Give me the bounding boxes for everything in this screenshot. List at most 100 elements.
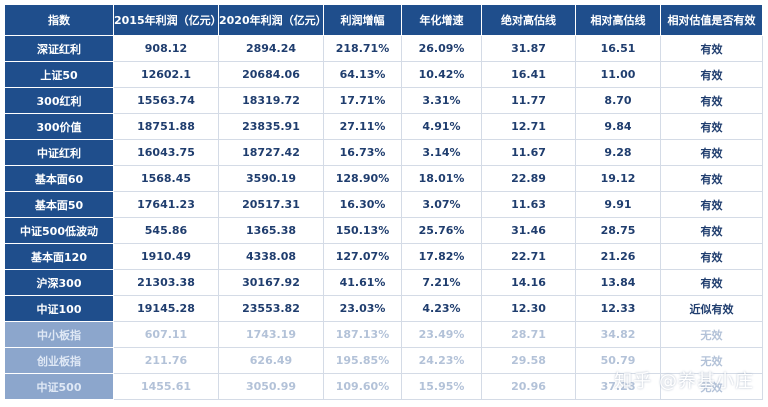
profit-2020-cell: 1743.19 — [218, 321, 324, 348]
header-relative-high-line: 相对高估线 — [575, 4, 661, 36]
profit-growth-cell: 41.61% — [323, 269, 402, 296]
relative-high-line-cell: 34.82 — [575, 321, 661, 348]
table-row: 300红利 15563.74 18319.72 17.71% 3.31% 11.77 8.7… — [4, 87, 763, 114]
table-row: 中证100 19145.28 23553.82 23.03% 4.23% 12.30 12.… — [4, 295, 763, 322]
relative-high-line-cell: 16.51 — [575, 35, 661, 62]
header-absolute-high-line: 绝对高估线 — [481, 4, 576, 36]
index-name-cell: 创业板指 — [4, 347, 114, 374]
profit-growth-cell: 27.11% — [323, 113, 402, 140]
profit-growth-cell: 150.13% — [323, 217, 402, 244]
profit-2020-cell: 23835.91 — [218, 113, 324, 140]
table-row: 基本面60 1568.45 3590.19 128.90% 18.01% 22.89 19.… — [4, 165, 763, 192]
absolute-high-line-cell: 20.96 — [481, 373, 576, 400]
table-row: 基本面120 1910.49 4338.08 127.07% 17.82% 22.71 21… — [4, 243, 763, 270]
index-name-cell: 中小板指 — [4, 321, 114, 348]
table-row: 沪深300 21303.38 30167.92 41.61% 7.21% 14.16 13.… — [4, 269, 763, 296]
index-name-cell: 基本面50 — [4, 191, 114, 218]
profit-growth-cell: 195.85% — [323, 347, 402, 374]
index-name-cell: 中证500低波动 — [4, 217, 114, 244]
profit-growth-cell: 64.13% — [323, 61, 402, 88]
relative-high-line-cell: 13.84 — [575, 269, 661, 296]
table-row: 上证50 12602.1 20684.06 64.13% 10.42% 16.41 11.0… — [4, 61, 763, 88]
profit-growth-cell: 128.90% — [323, 165, 402, 192]
annualized-growth-cell: 17.82% — [401, 243, 482, 270]
annualized-growth-cell: 10.42% — [401, 61, 482, 88]
profit-2015-cell: 17641.23 — [113, 191, 219, 218]
index-name-cell: 基本面60 — [4, 165, 114, 192]
table-row: 中证红利 16043.75 18727.42 16.73% 3.14% 11.67 9.28… — [4, 139, 763, 166]
header-index: 指数 — [4, 4, 114, 36]
relative-high-line-cell: 21.26 — [575, 243, 661, 270]
annualized-growth-cell: 3.14% — [401, 139, 482, 166]
header-profit-growth: 利润增幅 — [323, 4, 402, 36]
profit-2020-cell: 3050.99 — [218, 373, 324, 400]
header-annualized-growth: 年化增速 — [401, 4, 482, 36]
profit-growth-cell: 16.73% — [323, 139, 402, 166]
annualized-growth-cell: 3.07% — [401, 191, 482, 218]
index-name-cell: 中证500 — [4, 373, 114, 400]
profit-2015-cell: 15563.74 — [113, 87, 219, 114]
relative-valid-cell: 有效 — [660, 113, 763, 140]
absolute-high-line-cell: 12.71 — [481, 113, 576, 140]
relative-high-line-cell: 9.91 — [575, 191, 661, 218]
profit-2020-cell: 20684.06 — [218, 61, 324, 88]
table-row: 中证500 1455.61 3050.99 109.60% 15.95% 20.96 37.… — [4, 373, 763, 400]
relative-valid-cell: 有效 — [660, 269, 763, 296]
absolute-high-line-cell: 14.16 — [481, 269, 576, 296]
absolute-high-line-cell: 11.67 — [481, 139, 576, 166]
relative-valid-cell: 有效 — [660, 165, 763, 192]
header-profit-2020: 2020年利润（亿元） — [218, 4, 327, 36]
relative-high-line-cell: 50.79 — [575, 347, 661, 374]
absolute-high-line-cell: 31.46 — [481, 217, 576, 244]
profit-2020-cell: 18319.72 — [218, 87, 324, 114]
profit-2020-cell: 23553.82 — [218, 295, 324, 322]
relative-valid-cell: 无效 — [660, 321, 763, 348]
annualized-growth-cell: 18.01% — [401, 165, 482, 192]
table-body: 深证红利 908.12 2894.24 218.71% 26.09% 31.87 16.51… — [4, 35, 763, 400]
profit-2015-cell: 545.86 — [113, 217, 219, 244]
relative-valid-cell: 无效 — [660, 373, 763, 400]
annualized-growth-cell: 25.76% — [401, 217, 482, 244]
table-row: 创业板指 211.76 626.49 195.85% 24.23% 29.58 50.79 无… — [4, 347, 763, 374]
profit-2020-cell: 18727.42 — [218, 139, 324, 166]
profit-2015-cell: 1568.45 — [113, 165, 219, 192]
relative-valid-cell: 有效 — [660, 35, 763, 62]
relative-high-line-cell: 19.12 — [575, 165, 661, 192]
index-name-cell: 基本面120 — [4, 243, 114, 270]
table-row: 中小板指 607.11 1743.19 187.13% 23.49% 28.71 34.82… — [4, 321, 763, 348]
profit-growth-cell: 187.13% — [323, 321, 402, 348]
profit-2015-cell: 18751.88 — [113, 113, 219, 140]
profit-growth-cell: 16.30% — [323, 191, 402, 218]
absolute-high-line-cell: 12.30 — [481, 295, 576, 322]
profit-2020-cell: 1365.38 — [218, 217, 324, 244]
profit-growth-cell: 17.71% — [323, 87, 402, 114]
relative-valid-cell: 近似有效 — [660, 295, 763, 322]
relative-high-line-cell: 9.28 — [575, 139, 661, 166]
profit-2015-cell: 19145.28 — [113, 295, 219, 322]
absolute-high-line-cell: 29.58 — [481, 347, 576, 374]
relative-high-line-cell: 28.75 — [575, 217, 661, 244]
watermark: 知乎 @养基小庄 — [614, 371, 754, 392]
table-row: 中证500低波动 545.86 1365.38 150.13% 25.76% 31.46 2… — [4, 217, 763, 244]
profit-2020-cell: 20517.31 — [218, 191, 324, 218]
profit-2015-cell: 1455.61 — [113, 373, 219, 400]
profit-2015-cell: 211.76 — [113, 347, 219, 374]
table-row: 300价值 18751.88 23835.91 27.11% 4.91% 12.71 9.8… — [4, 113, 763, 140]
valuation-table-container: 指数 2015年利润（亿元） 2020年利润（亿元） 利润增幅 年化增速 绝对高… — [4, 4, 763, 400]
profit-growth-cell: 23.03% — [323, 295, 402, 322]
header-profit-2015: 2015年利润（亿元） — [113, 4, 222, 36]
index-name-cell: 300价值 — [4, 113, 114, 140]
profit-2015-cell: 908.12 — [113, 35, 219, 62]
index-name-cell: 中证100 — [4, 295, 114, 322]
absolute-high-line-cell: 28.71 — [481, 321, 576, 348]
relative-valid-cell: 有效 — [660, 61, 763, 88]
relative-high-line-cell: 12.33 — [575, 295, 661, 322]
absolute-high-line-cell: 31.87 — [481, 35, 576, 62]
index-name-cell: 深证红利 — [4, 35, 114, 62]
relative-high-line-cell: 11.00 — [575, 61, 661, 88]
annualized-growth-cell: 24.23% — [401, 347, 482, 374]
annualized-growth-cell: 4.23% — [401, 295, 482, 322]
profit-2020-cell: 4338.08 — [218, 243, 324, 270]
table-header-row: 指数 2015年利润（亿元） 2020年利润（亿元） 利润增幅 年化增速 绝对高… — [4, 4, 763, 36]
relative-valid-cell: 有效 — [660, 243, 763, 270]
